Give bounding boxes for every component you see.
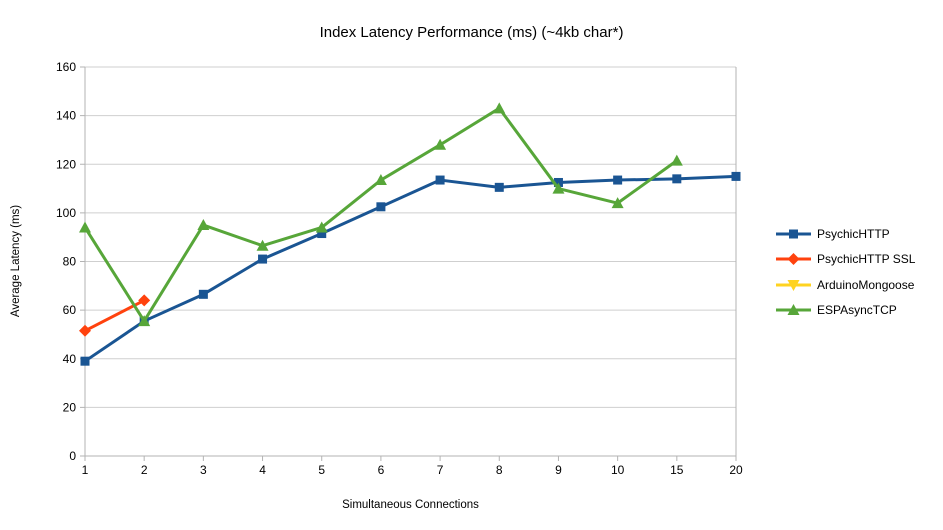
x-tick-label: 6 bbox=[378, 463, 385, 477]
legend-item-label: ESPAsyncTCP bbox=[817, 303, 897, 318]
legend-item: PsychicHTTP SSL bbox=[775, 247, 915, 273]
legend-series-marker-icon bbox=[776, 304, 811, 316]
legend-item: ESPAsyncTCP bbox=[775, 298, 915, 324]
y-axis-title: Average Latency (ms) bbox=[10, 204, 22, 318]
x-tick-label: 4 bbox=[259, 463, 266, 477]
x-tick-label: 9 bbox=[555, 463, 562, 477]
y-tick-label: 100 bbox=[56, 206, 76, 220]
y-tick-label: 140 bbox=[56, 109, 76, 123]
legend-item-label: ArduinoMongoose bbox=[817, 277, 915, 292]
y-tick-label: 120 bbox=[56, 157, 76, 171]
x-tick-label: 1 bbox=[82, 463, 89, 477]
legend-item: PsychicHTTP bbox=[775, 221, 915, 247]
legend: PsychicHTTP PsychicHTTP SSL ArduinoMongo… bbox=[775, 221, 915, 323]
legend-item-label: PsychicHTTP SSL bbox=[817, 252, 916, 267]
legend-series-marker-icon bbox=[776, 253, 811, 266]
chart-title: Index Latency Performance (ms) (~4kb cha… bbox=[319, 24, 624, 41]
x-tick-label: 5 bbox=[318, 463, 325, 477]
x-tick-label: 20 bbox=[729, 463, 743, 477]
x-tick-label: 7 bbox=[437, 463, 444, 477]
legend-item: ArduinoMongoose bbox=[775, 272, 915, 298]
y-tick-label: 40 bbox=[63, 352, 77, 366]
x-tick-label: 8 bbox=[496, 463, 503, 477]
legend-series-marker-icon bbox=[776, 229, 811, 239]
x-tick-label: 15 bbox=[670, 463, 684, 477]
x-axis-title: Simultaneous Connections bbox=[342, 499, 479, 511]
legend-series-marker-icon bbox=[776, 279, 811, 291]
legend-item-label: PsychicHTTP bbox=[817, 226, 890, 241]
y-tick-label: 160 bbox=[56, 60, 76, 74]
y-tick-label: 20 bbox=[63, 400, 77, 414]
y-tick-label: 0 bbox=[69, 449, 76, 463]
y-tick-label: 80 bbox=[63, 255, 77, 269]
x-tick-label: 10 bbox=[611, 463, 625, 477]
series-psychichttp bbox=[80, 171, 741, 366]
x-tick-label: 3 bbox=[200, 463, 207, 477]
x-tick-label: 2 bbox=[141, 463, 148, 477]
series-espasynctcp bbox=[79, 102, 683, 327]
y-tick-label: 60 bbox=[63, 303, 77, 317]
